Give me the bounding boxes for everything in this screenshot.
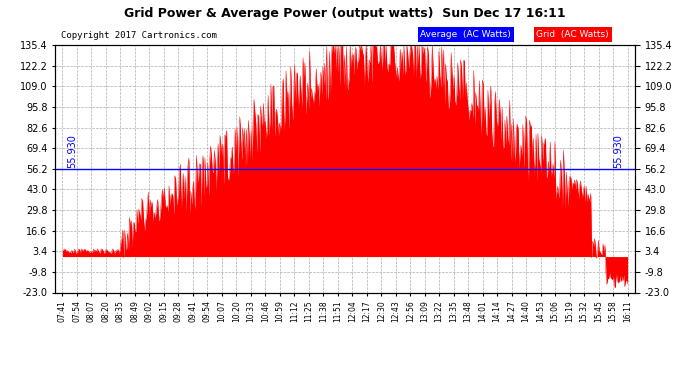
Text: Grid  (AC Watts): Grid (AC Watts) <box>536 30 609 39</box>
Text: 55.930: 55.930 <box>67 134 77 168</box>
Text: Grid Power & Average Power (output watts)  Sun Dec 17 16:11: Grid Power & Average Power (output watts… <box>124 8 566 21</box>
Text: Copyright 2017 Cartronics.com: Copyright 2017 Cartronics.com <box>61 31 217 40</box>
Text: Average  (AC Watts): Average (AC Watts) <box>420 30 511 39</box>
Text: 55.930: 55.930 <box>613 134 623 168</box>
